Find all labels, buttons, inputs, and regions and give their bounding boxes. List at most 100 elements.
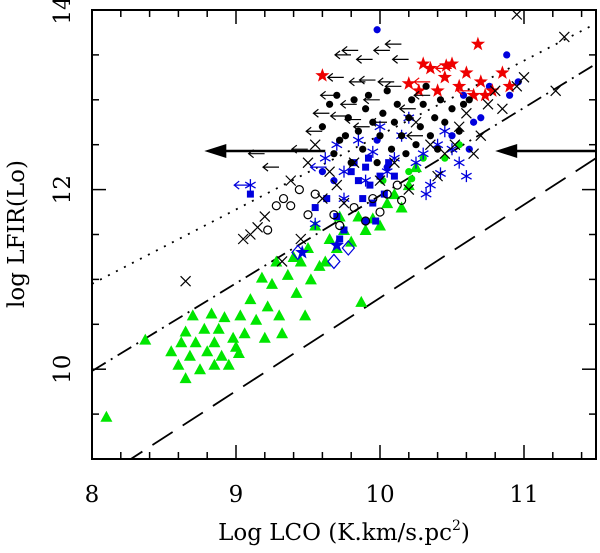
black-left-arrow-upper-limits-point [355,54,373,64]
black-crosses-point [338,197,350,209]
y-tick-label: 12 [50,175,76,204]
green-triangles-point [319,255,332,267]
black-dots-point [379,109,387,117]
black-dots-point [341,132,350,140]
red-stars-point [437,69,452,84]
blue-dots-point [318,168,326,176]
black-crosses-point [410,116,422,128]
red-stars-point [452,78,467,93]
black-crosses-point [460,107,472,119]
black-dots-point [408,96,416,104]
reference-lines [92,22,596,459]
black-left-arrow-upper-limits-point [348,77,366,87]
black-left-arrow-upper-limits-point [384,81,402,91]
blue-diamonds-point [327,253,341,270]
green-circles-point [408,175,416,183]
red-stars-point [401,76,416,90]
blue-dots-point [506,91,514,99]
black-dots-point [448,105,456,113]
black-left-arrow-upper-limits-point [358,75,376,85]
red-stars-point [502,78,517,93]
blue-squares-point [362,163,370,171]
blue-left-arrow-upper-limits-point [309,162,327,172]
black-dots-point [405,114,413,122]
black-crosses-point [403,184,415,196]
blue-squares-point [366,181,374,189]
blue-asterisks-point [439,125,451,138]
green-triangles-point [179,325,192,337]
red-stars-point [495,65,510,79]
green-circles-point [405,168,413,176]
x-tick-label: 11 [509,482,538,508]
blue-asterisks-point [446,143,458,156]
black-left-arrow-upper-limits-point [339,99,357,109]
black-dots-point [336,136,344,144]
blue-squares-point [359,195,367,203]
blue-asterisks-point [309,217,321,230]
blue-asterisks-point [367,145,379,158]
y-tick-label: 10 [50,355,76,384]
red-stars-point [315,68,330,82]
black-crosses-point [511,10,523,20]
black-open-circles-point [382,189,392,199]
black-left-arrow-upper-limits-point [352,122,370,132]
black-crosses-point [237,233,249,245]
black-crosses-point [388,157,400,169]
blue-asterisks-point [424,179,436,192]
black-open-circles-point [368,193,378,204]
black-open-circles-point [286,201,296,211]
blue-squares-point [347,168,355,176]
green-triangles-point [215,349,228,361]
black-dots-point [376,132,384,140]
black-left-arrow-upper-limits-point [372,45,390,55]
blue-asterisks-point [319,152,331,165]
black-dots-point [362,105,370,113]
green-triangles-point [381,197,394,209]
red-stars-point [444,56,460,70]
green-circles-point [441,154,449,162]
green-triangles-point [238,327,251,339]
black-crosses-point [309,139,321,151]
red-left-arrow-upper-limits-point [456,86,474,96]
green-triangles-point [165,345,178,357]
y-axis-title: log LFIR(Lo) [4,160,30,308]
limit-arrows [204,143,596,158]
x-tick-label: 10 [365,482,394,508]
green-triangles-point [352,210,365,222]
black-left-arrow-upper-limits-point [305,126,323,136]
red-left-arrow-upper-limits-point [413,77,431,87]
green-triangles-point [359,224,372,236]
black-crosses-point [316,193,328,205]
blue-squares-point [323,195,331,203]
green-triangles-point [139,333,152,345]
black-crosses-point [475,130,487,142]
x-tick-label: 9 [229,482,244,508]
black-crosses-point [558,31,570,43]
black-left-arrow-upper-limits-point [341,45,359,55]
black-dots-point [419,100,427,108]
green-triangles-point [205,307,218,319]
black-crosses-point [331,179,343,191]
green-triangles-point [299,309,312,321]
red-stars-point [411,83,426,97]
black-left-arrow-upper-limits-point [413,90,431,100]
blue-squares-point [380,190,388,198]
black-dots-point [398,132,406,140]
x-axis-title-superscript: 2 [452,518,461,534]
black-dots-point [318,123,326,131]
black-dots-point [393,100,401,108]
blue-asterisks-point [417,147,429,160]
blue-squares-point [385,159,393,167]
green-triangles-point [287,250,300,262]
blue-asterisks-point [453,156,465,169]
black-left-arrow-upper-limits-point [377,77,395,87]
green-triangles-point [258,331,271,343]
dashdot-line [92,63,596,372]
green-triangles-point [244,293,257,305]
black-dots-point [459,100,468,108]
green-triangles-point [232,347,245,359]
black-left-arrow-upper-limits-point [370,117,387,127]
black-left-arrow-upper-limits-point [362,95,380,105]
green-triangles-point [208,358,221,370]
red-stars-point [470,36,486,51]
